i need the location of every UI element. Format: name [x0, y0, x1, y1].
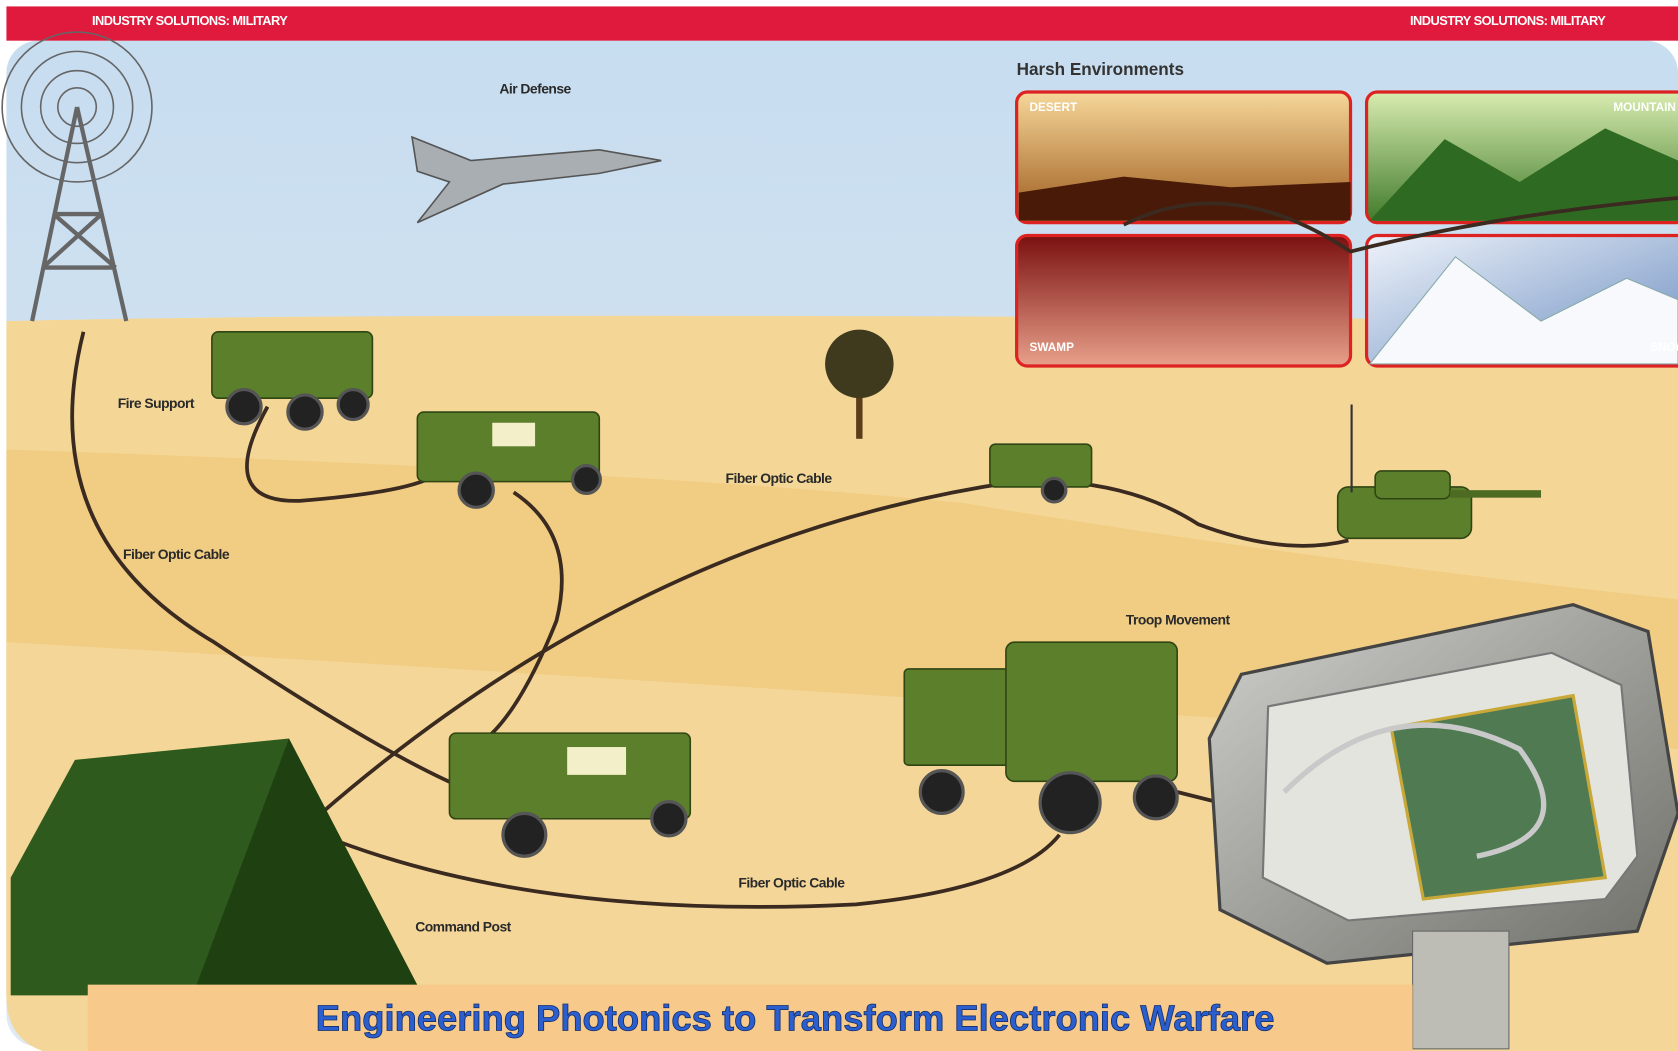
environments-title: Harsh Environments [1017, 60, 1184, 79]
cable-label: Fiber Optic Cable [123, 546, 230, 562]
command-post-label: Command Post [415, 919, 511, 935]
header-right: INDUSTRY SOLUTIONS: MILITARY [1410, 13, 1606, 28]
banner-title: Engineering Photonics to Transform Elect… [316, 998, 1275, 1039]
troop-truck [904, 642, 1177, 833]
tree-crown [825, 330, 893, 398]
troop-movement-label: Troop Movement [1126, 611, 1231, 627]
illustration: INDUSTRY SOLUTIONS: MILITARY INDUSTRY SO… [0, 0, 1678, 1051]
cable-label: Fiber Optic Cable [726, 470, 833, 486]
fire-support-label: Fire Support [118, 395, 195, 411]
cable-label: Fiber Optic Cable [738, 875, 845, 891]
panel-label: SNOW [1650, 341, 1678, 354]
panel-label: MOUNTAIN [1613, 101, 1676, 114]
header-left: INDUSTRY SOLUTIONS: MILITARY [92, 13, 288, 28]
panel-label: DESERT [1029, 101, 1078, 114]
panel-label: SWAMP [1029, 341, 1074, 354]
page: INDUSTRY SOLUTIONS: MILITARY INDUSTRY SO… [0, 0, 1678, 1051]
air-defense-label: Air Defense [499, 81, 571, 97]
fire-support-truck [212, 332, 373, 429]
